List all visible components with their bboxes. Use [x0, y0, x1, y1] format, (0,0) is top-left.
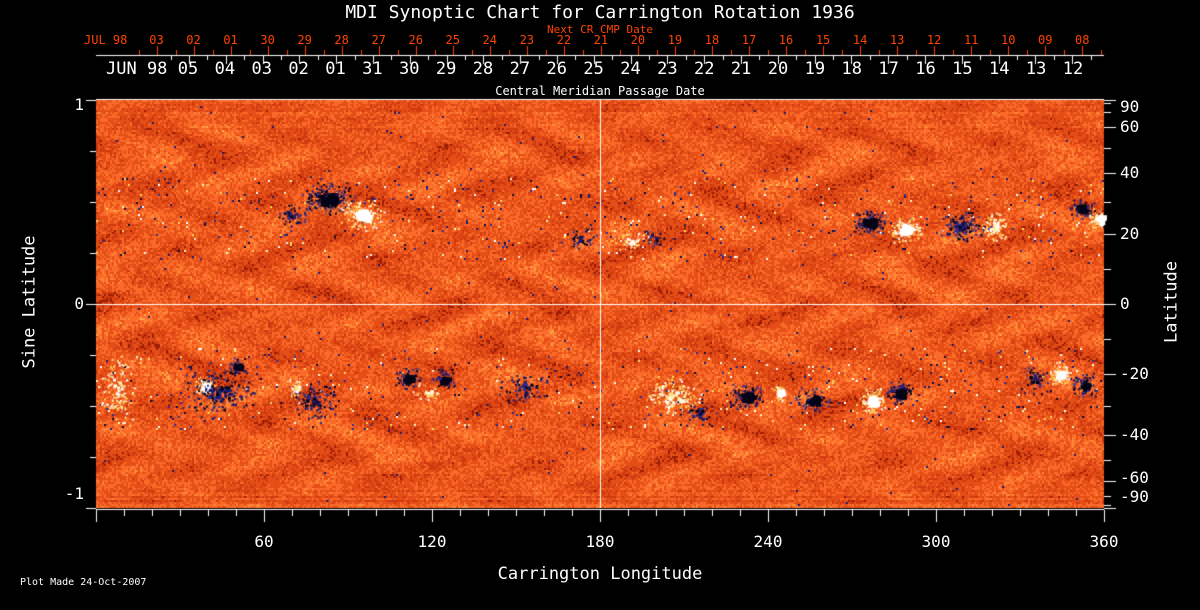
- next-cr-date-tick-label: 19: [667, 33, 683, 47]
- next-cr-date-tick-label: 17: [741, 33, 757, 47]
- next-cr-date-tick-label: 10: [1000, 33, 1016, 47]
- longitude-tick-label: 240: [753, 532, 783, 551]
- next-cr-date-tick-label: 01: [223, 33, 238, 47]
- cmp-date-tick-label: 13: [1025, 59, 1047, 79]
- right-tick-60: 60: [1120, 117, 1140, 136]
- cmp-date-tick-label: 24: [620, 59, 641, 79]
- cmp-date-tick-label: 28: [472, 59, 494, 79]
- bottom-axis-title: Carrington Longitude: [497, 564, 703, 584]
- cmp-date-tick-label: 03: [251, 59, 272, 79]
- cmp-month-label: JUN 98: [106, 59, 168, 79]
- right-tick-neg40: -40: [1120, 425, 1149, 444]
- left-tick-0: 0: [74, 294, 84, 313]
- cmp-date-tick-label: 25: [583, 59, 604, 79]
- cmp-date-tick-label: 17: [878, 59, 899, 79]
- next-cr-date-tick-label: 25: [445, 33, 460, 47]
- next-cr-date-tick-label: 02: [186, 33, 201, 47]
- longitude-tick-labels: 60 120 180 240 300 360: [234, 534, 1134, 550]
- next-cr-date-tick-label: 27: [371, 33, 386, 47]
- next-cr-month-label: JUL 98: [84, 33, 128, 47]
- next-cr-cmp-date-label: Next CR CMP Date: [547, 23, 653, 36]
- plot-made-label: Plot Made 24-Oct-2007: [20, 577, 147, 588]
- next-cr-date-tick-label: 14: [852, 33, 868, 47]
- cmp-date-tick-label: 05: [177, 59, 199, 79]
- cmp-date-tick-label: 20: [767, 59, 789, 79]
- longitude-tick-label: 60: [254, 532, 274, 551]
- longitude-tick-label: 180: [585, 532, 615, 551]
- right-tick-90: 90: [1120, 97, 1140, 116]
- right-tick-neg90: -90: [1120, 487, 1149, 506]
- next-cr-date-tick-label: 09: [1038, 33, 1053, 47]
- left-tick-neg1: -1: [64, 484, 84, 503]
- right-tick-neg20: -20: [1120, 364, 1149, 383]
- left-tick-1: 1: [74, 95, 84, 114]
- cmp-date-tick-label: 22: [694, 59, 715, 79]
- right-tick-40: 40: [1120, 163, 1140, 182]
- cmp-date-tick-label: 01: [325, 59, 346, 79]
- next-cr-date-tick-label: 18: [704, 33, 720, 47]
- right-tick-neg60: -60: [1120, 468, 1149, 487]
- next-cr-date-tick-label: 16: [778, 33, 794, 47]
- next-cr-date-tick-label: 28: [334, 33, 349, 47]
- next-cr-date-tick-label: 30: [260, 33, 275, 47]
- cmp-date-tick-label: 16: [915, 59, 936, 79]
- next-cr-date-ticks: 03 02 01 30 29 28 27 26 25 24 23 22 21 20 19 18 17 16 15 14…: [138, 34, 1101, 46]
- next-cr-date-tick-label: 29: [297, 33, 312, 47]
- left-axis-title: Sine Latitude: [19, 235, 40, 369]
- cmp-date-tick-label: 15: [952, 59, 973, 79]
- cmp-date-tick-label: 04: [214, 59, 236, 79]
- page-title: MDI Synoptic Chart for Carrington Rotati…: [345, 2, 855, 23]
- cmp-date-tick-label: 23: [657, 59, 678, 79]
- cmp-date-tick-label: 19: [804, 59, 826, 79]
- next-cr-date-tick-label: 08: [1075, 33, 1090, 47]
- cmp-date-tick-label: 27: [509, 59, 531, 79]
- cmp-date-ticks: 05 04 03 02 01 31 30 29 28 27 26 25 24 23 22 21 20 19 18 17…: [170, 61, 1091, 78]
- cmp-date-tick-label: 31: [362, 59, 383, 79]
- next-cr-date-tick-label: 11: [963, 33, 979, 47]
- cmp-date-tick-label: 02: [288, 59, 309, 79]
- right-tick-0: 0: [1120, 294, 1130, 313]
- longitude-tick-label: 360: [1089, 532, 1119, 551]
- right-tick-20: 20: [1120, 224, 1140, 243]
- next-cr-date-tick-label: 21: [593, 33, 609, 47]
- right-axis-title: Latitude: [1161, 261, 1182, 343]
- next-cr-date-tick-label: 22: [556, 33, 572, 47]
- cmp-date-tick-label: 26: [546, 59, 567, 79]
- cmp-date-tick-label: 30: [399, 59, 420, 79]
- cmp-date-tick-label: 29: [435, 59, 457, 79]
- next-cr-date-tick-label: 26: [408, 33, 423, 47]
- next-cr-date-tick-label: 15: [815, 33, 831, 47]
- next-cr-date-tick-label: 12: [926, 33, 942, 47]
- cmp-date-tick-label: 21: [730, 59, 752, 79]
- longitude-tick-label: 300: [921, 532, 951, 551]
- next-cr-date-tick-label: 13: [889, 33, 905, 47]
- next-cr-date-tick-label: 24: [482, 33, 497, 47]
- cmp-date-tick-label: 14: [989, 59, 1010, 79]
- cmp-axis-title: Central Meridian Passage Date: [495, 84, 705, 98]
- next-cr-date-tick-label: 20: [630, 33, 646, 47]
- next-cr-date-tick-label: 23: [519, 33, 535, 47]
- cmp-date-tick-label: 18: [841, 59, 862, 79]
- next-cr-date-tick-label: 03: [149, 33, 164, 47]
- cmp-date-tick-label: 12: [1062, 59, 1084, 79]
- longitude-tick-label: 120: [417, 532, 447, 551]
